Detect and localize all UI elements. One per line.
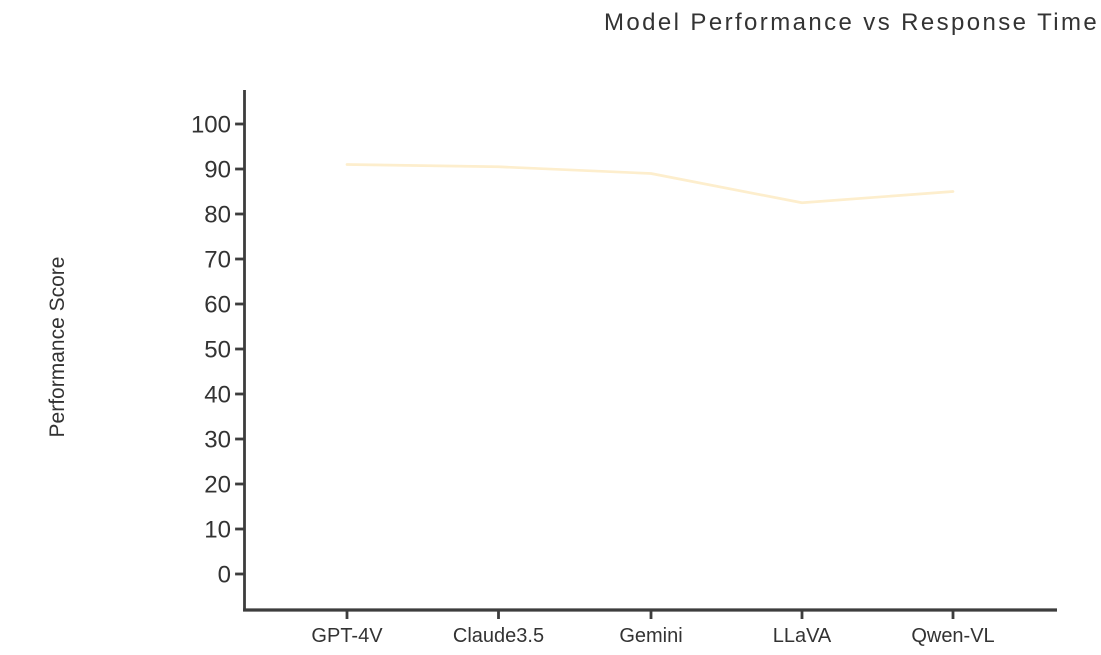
x-tick-label: Qwen-VL [911, 625, 994, 647]
x-tick-label: GPT-4V [311, 625, 383, 647]
y-tick-label: 80 [204, 202, 231, 229]
performance-line [345, 163, 955, 205]
y-tick-label: 30 [204, 427, 231, 454]
y-tick-label: 90 [204, 157, 231, 184]
y-tick-label: 10 [204, 517, 231, 544]
x-tick-label: Claude3.5 [453, 625, 544, 647]
x-tick-label: LLaVA [773, 625, 832, 647]
y-tick-label: 20 [204, 472, 231, 499]
y-tick-label: 40 [204, 382, 231, 409]
y-tick-label: 60 [204, 292, 231, 319]
y-tick-label: 100 [191, 112, 231, 139]
y-tick-label: 70 [204, 247, 231, 274]
y-tick-label: 0 [218, 562, 231, 589]
y-tick-label: 50 [204, 337, 231, 364]
chart-title: Model Performance vs Response Time [604, 9, 1100, 36]
x-tick-label: Gemini [619, 625, 682, 647]
